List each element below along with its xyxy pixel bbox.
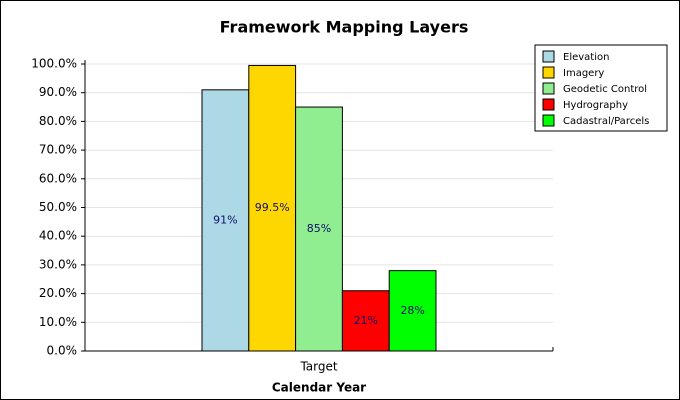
data-label: 28% [400,304,424,317]
legend-label: Hydrography [563,100,628,111]
legend-label: Imagery [563,68,604,79]
bar [295,106,343,352]
y-tick-label: 10.0% [39,315,77,329]
bar [388,270,437,352]
legend-label: Geodetic Control [563,84,647,95]
legend-swatch [542,66,555,79]
y-tick-label: 70.0% [39,143,77,157]
y-tick-label: 40.0% [39,229,77,243]
data-label: 85% [307,222,331,235]
bar [248,64,297,352]
data-label: 99.5% [255,201,290,214]
chart-title: Framework Mapping Layers [220,18,469,37]
data-label: 21% [354,314,378,327]
y-tick-label: 50.0% [39,200,77,214]
legend-swatch [542,82,555,95]
legend-label: Elevation [563,52,609,63]
x-tick-label: Target [299,360,337,374]
y-tick-label: 20.0% [39,286,77,300]
legend-swatch [542,50,555,63]
legend-swatch [542,98,555,111]
y-tick-label: 90.0% [39,85,77,99]
y-tick-label: 0.0% [47,344,78,358]
bar [201,89,250,352]
legend-label: Cadastral/Parcels [563,116,649,127]
data-label: 91% [213,213,237,226]
legend-box [534,44,668,132]
y-tick-label: 80.0% [39,114,77,128]
y-tick-label: 30.0% [39,257,77,271]
x-axis-label: Calendar Year [272,381,366,395]
y-tick-label: 100.0% [31,57,77,71]
legend-swatch [542,114,555,127]
y-tick-label: 60.0% [39,171,77,185]
